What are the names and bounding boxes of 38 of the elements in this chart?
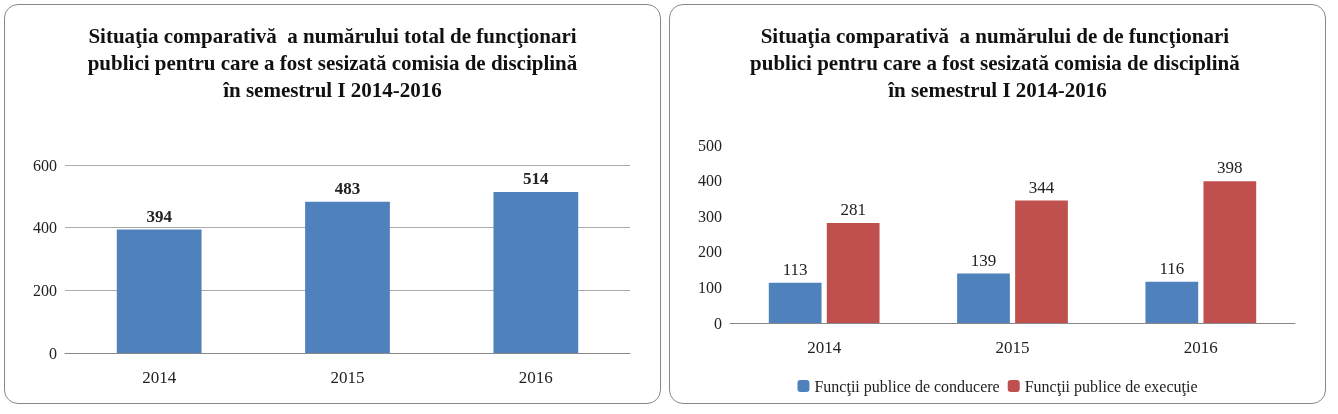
chart-title: Situaţia comparativă a numărului de de funcţionari publici pentru care a fost sesizată comisia de disciplină în semestrul I 2014-2016: [750, 23, 1245, 102]
y-tick-label: 200: [33, 281, 57, 299]
bar: [826, 222, 880, 323]
data-label: 514: [523, 168, 550, 188]
bar: [493, 191, 579, 353]
y-tick-label: 500: [698, 136, 722, 154]
legend-label: Funcţii publice de conducere: [814, 377, 1000, 396]
bar: [1145, 281, 1199, 323]
data-label: 116: [1159, 258, 1185, 278]
y-tick-label: 0: [49, 344, 57, 362]
y-tick-label: 0: [714, 314, 722, 332]
bar: [1015, 200, 1068, 323]
y-tick-label: 400: [698, 172, 722, 190]
x-tick-label: 2016: [518, 368, 553, 387]
legend-label: Funcţii publice de execuţie: [1024, 377, 1198, 396]
bar: [768, 282, 822, 323]
y-tick-label: 200: [698, 243, 722, 261]
bar: [305, 201, 390, 353]
x-tick-label: 2015: [995, 338, 1030, 357]
data-label: 281: [840, 199, 866, 219]
bar: [957, 273, 1010, 323]
x-tick-label: 2014: [807, 338, 842, 357]
chart-title: Situaţia comparativă a numărului total de funcţionari publici pentru care a fost sesizată comisia de disciplină în semestrul I 2014-2016: [82, 23, 583, 102]
bar: [116, 229, 202, 353]
y-tick-label: 600: [33, 156, 57, 174]
x-tick-label: 2014: [142, 368, 177, 387]
y-tick-label: 100: [698, 278, 722, 296]
data-label: 483: [334, 178, 361, 198]
data-label: 113: [782, 259, 808, 279]
x-tick-label: 2016: [1183, 338, 1218, 357]
bar: [1203, 181, 1257, 323]
data-label: 139: [970, 250, 997, 270]
data-label: 398: [1217, 158, 1243, 178]
x-tick-label: 2015: [330, 368, 365, 387]
y-tick-label: 300: [698, 207, 722, 225]
data-label: 344: [1028, 177, 1055, 197]
y-tick-label: 400: [33, 219, 57, 237]
data-label: 394: [146, 206, 173, 226]
